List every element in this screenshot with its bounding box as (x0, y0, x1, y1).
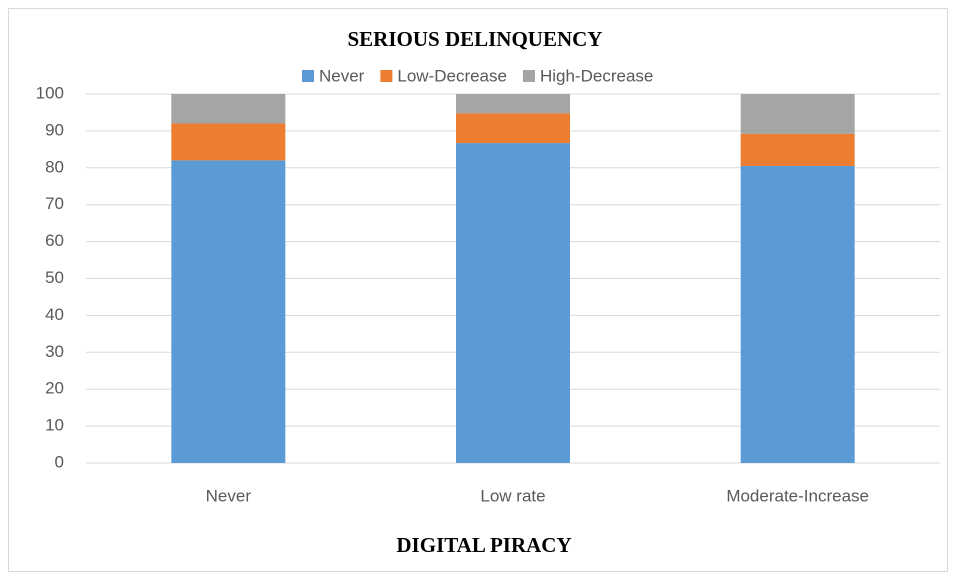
legend-label: Low-Decrease (397, 66, 507, 85)
y-tick-label: 80 (45, 157, 64, 176)
bar-segment (171, 123, 286, 161)
y-tick-label: 30 (45, 342, 64, 361)
bar-segment (171, 94, 286, 124)
bar-segment (456, 94, 570, 114)
legend-label: High-Decrease (540, 66, 653, 85)
bar-segment (456, 113, 570, 144)
bar-segment (740, 165, 855, 463)
y-tick-label: 40 (45, 305, 64, 324)
legend-swatch (380, 70, 393, 82)
x-tick-label: Low rate (480, 486, 545, 505)
y-tick-label: 90 (45, 120, 64, 139)
x-axis-label: DIGITAL PIRACY (396, 533, 571, 557)
chart-title: SERIOUS DELINQUENCY (348, 27, 603, 51)
x-tick-label: Moderate-Increase (726, 486, 869, 505)
bar-segment (740, 133, 855, 166)
legend-swatch (302, 70, 314, 82)
legend-swatch (522, 70, 535, 82)
y-tick-label: 60 (45, 231, 64, 250)
bar-segment (171, 160, 286, 464)
y-tick-label: 100 (36, 83, 64, 102)
y-tick-label: 20 (45, 379, 64, 398)
legend-label: Never (319, 66, 365, 85)
y-tick-label: 50 (45, 268, 64, 287)
x-tick-label: Never (206, 486, 252, 505)
y-tick-label: 10 (45, 416, 64, 435)
bar-segment (740, 94, 855, 134)
y-tick-label: 70 (45, 194, 64, 213)
y-tick-label: 0 (55, 452, 64, 471)
bar-segment (456, 143, 570, 463)
